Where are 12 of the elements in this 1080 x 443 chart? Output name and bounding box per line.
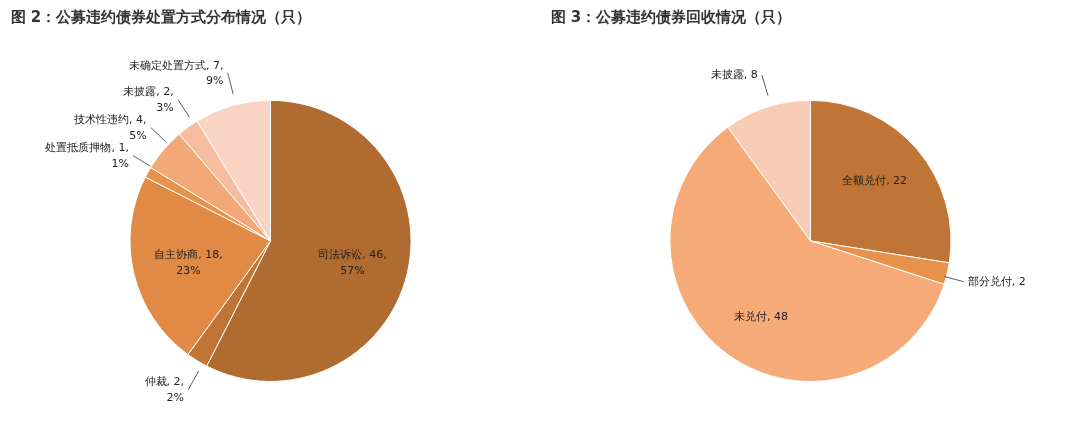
slice-label: 技术性违约, 4, 5% [73,113,147,142]
slice-label: 未披露, 2, 3% [123,85,174,114]
slice-label: 部分兑付, 2 [967,275,1026,289]
slice-label: 司法诉讼, 46, 57% [318,248,387,278]
slice-label: 仲裁, 2, 2% [144,375,185,405]
slice-label: 处置抵质押物, 1, 1% [45,141,129,170]
chart-title: 图 2：公募违约债券处置方式分布情况（只） [10,7,312,26]
slice-label: 未兑付, 48 [733,310,788,324]
slice-label: 自主协商, 18, 23% [154,248,223,278]
slice-label: 全额兑付, 22 [842,173,908,187]
chart-title: 图 3：公募违约债券回收情况（只） [550,7,792,26]
slice-label: 未披露, 8 [710,68,758,82]
